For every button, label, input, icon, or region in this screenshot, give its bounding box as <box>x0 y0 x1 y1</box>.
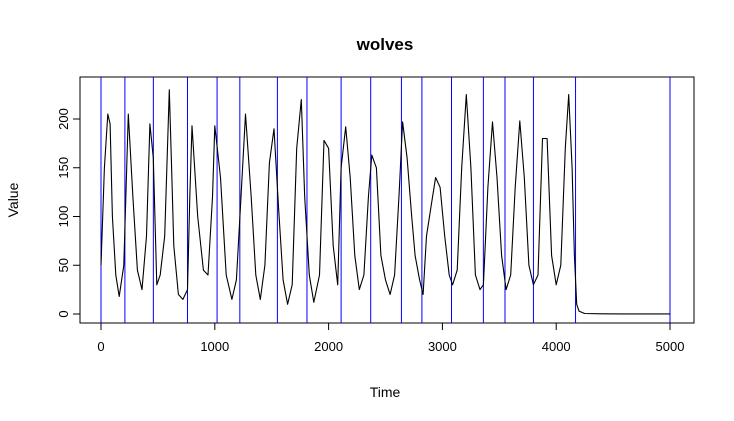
x-tick-label-2000: 2000 <box>314 339 343 354</box>
chart-title: wolves <box>356 35 414 54</box>
y-tick-label-100: 100 <box>56 206 71 228</box>
x-tick-label-1000: 1000 <box>200 339 229 354</box>
y-axis: 0 50 100 150 200 <box>56 108 80 318</box>
x-axis: 0 1000 2000 3000 4000 5000 <box>97 323 684 354</box>
y-tick-label-150: 150 <box>56 157 71 179</box>
x-tick-label-5000: 5000 <box>656 339 685 354</box>
y-tick-label-50: 50 <box>56 258 71 272</box>
y-tick-label-200: 200 <box>56 108 71 130</box>
changepoint-lines <box>100 77 671 323</box>
x-tick-label-4000: 4000 <box>542 339 571 354</box>
y-axis-label: Value <box>5 182 21 217</box>
plot-box <box>79 76 695 324</box>
x-tick-label-0: 0 <box>97 339 104 354</box>
y-tick-label-0: 0 <box>56 310 71 317</box>
x-tick-label-3000: 3000 <box>428 339 457 354</box>
x-axis-label: Time <box>370 384 401 400</box>
series-line-0 <box>100 89 670 315</box>
series-layer <box>100 89 670 315</box>
